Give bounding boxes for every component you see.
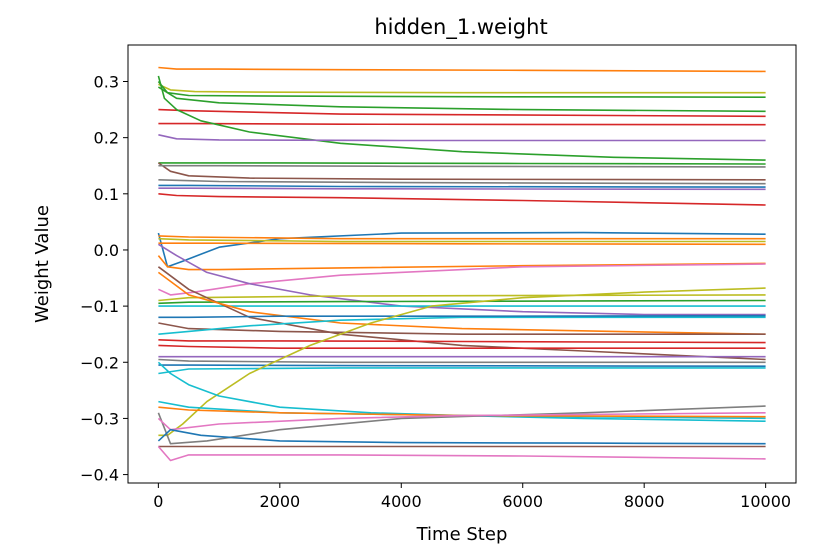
x-tick-label: 8000 (624, 492, 665, 511)
series-line-18 (158, 237, 766, 243)
series-line-11 (158, 164, 766, 168)
series-line-35 (158, 364, 766, 368)
plot-frame (127, 44, 797, 484)
x-tick-label: 2000 (259, 492, 300, 511)
y-axis: 0.3 0.2 0.1 0.0 −0.1 −0.2 −0.3 −0.4 (80, 73, 128, 485)
series-line-36 (158, 367, 766, 375)
series-line-28 (158, 322, 766, 336)
series-line-22 (157, 243, 766, 316)
series-line-10 (157, 162, 766, 181)
series-line-5 (158, 108, 766, 118)
y-tick-label: −0.1 (80, 297, 119, 316)
series-line-38 (157, 361, 766, 422)
series-line-43 (157, 428, 766, 445)
series-line-1 (158, 66, 766, 73)
series-line-30 (158, 314, 766, 319)
series-line-6 (158, 122, 766, 126)
y-tick-label: 0.2 (94, 129, 119, 148)
series-line-29 (158, 316, 766, 335)
x-tick-label: 10000 (740, 492, 791, 511)
y-tick-label: −0.4 (80, 466, 119, 485)
series-line-15 (158, 193, 766, 206)
series-line-7 (157, 75, 766, 161)
series-line-13 (158, 184, 766, 188)
series-line-20 (157, 255, 766, 271)
series-line-45 (157, 445, 766, 462)
series-line-37 (158, 287, 766, 437)
series-line-32 (158, 344, 766, 350)
series-line-41 (157, 405, 766, 445)
series-line-12 (158, 179, 766, 185)
x-tick-label: 0 (153, 492, 163, 511)
x-axis-label: Time Step (416, 524, 508, 545)
series-line-23 (158, 294, 766, 302)
chart-title: hidden_1.weight (374, 15, 547, 40)
series-line-31 (158, 339, 766, 344)
y-tick-label: 0.3 (94, 73, 119, 92)
series-line-2 (158, 83, 766, 94)
series-line-24 (158, 299, 766, 305)
x-axis: 0 2000 4000 6000 8000 10000 (153, 483, 791, 511)
series-group (157, 66, 766, 462)
series-line-17 (158, 235, 766, 240)
series-line-14 (158, 187, 766, 191)
y-tick-label: 0.1 (94, 185, 119, 204)
series-line-19 (158, 242, 766, 246)
series-line-26 (157, 266, 766, 361)
series-line-27 (157, 271, 766, 335)
series-line-42 (157, 412, 766, 431)
series-line-40 (158, 406, 766, 418)
series-line-3 (157, 80, 766, 98)
series-line-4 (157, 86, 766, 113)
y-tick-label: −0.2 (80, 353, 119, 372)
series-line-9 (158, 162, 766, 165)
series-line-34 (158, 358, 766, 364)
y-tick-label: 0.0 (94, 241, 119, 260)
y-axis-label: Weight Value (32, 205, 53, 323)
y-tick-label: −0.3 (80, 409, 119, 428)
x-tick-label: 4000 (381, 492, 422, 511)
x-tick-label: 6000 (502, 492, 543, 511)
series-line-8 (158, 134, 766, 142)
